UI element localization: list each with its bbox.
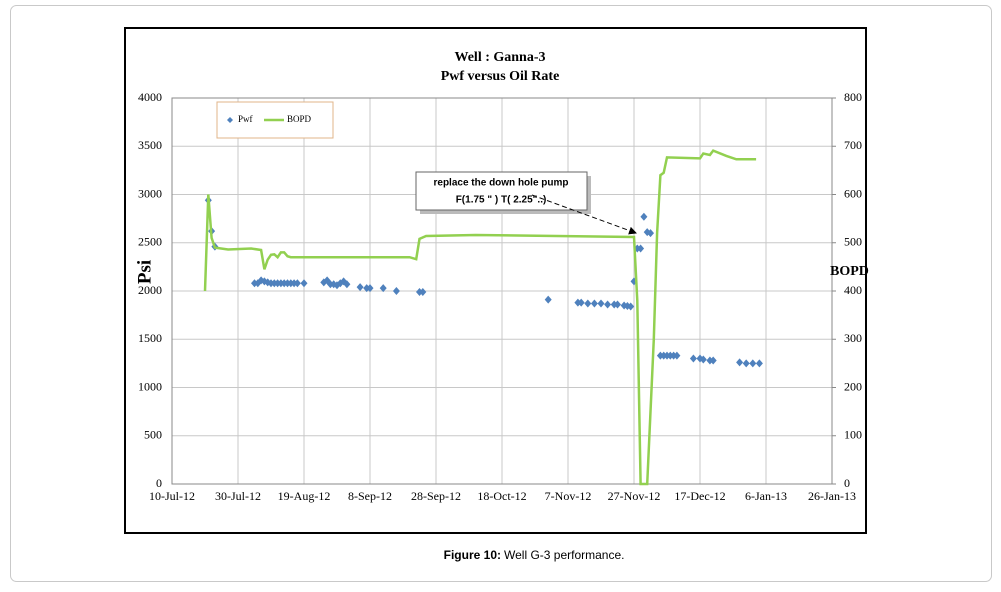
data-point: [699, 355, 707, 364]
data-point: [343, 280, 351, 289]
x-tick-label: 8-Sep-12: [348, 489, 392, 503]
data-point: [709, 356, 717, 365]
data-point: [366, 284, 374, 293]
data-point: [356, 283, 364, 292]
data-point: [640, 212, 648, 221]
data-point: [419, 287, 427, 296]
x-tick-label: 6-Jan-13: [745, 489, 787, 503]
data-point: [673, 351, 681, 360]
data-point: [755, 359, 763, 368]
y-tick-label: 4000: [138, 90, 162, 104]
y-axis-label: Psi: [134, 260, 155, 284]
x-tick-label: 18-Oct-12: [477, 489, 526, 503]
y2-tick-label: 300: [844, 331, 862, 345]
data-line: [203, 149, 757, 486]
x-tick-label: 26-Jan-13: [808, 489, 856, 503]
x-tick-label: 27-Nov-12: [608, 489, 661, 503]
legend-label: Pwf: [238, 114, 253, 124]
x-tick-label: 30-Jul-12: [215, 489, 261, 503]
data-point: [689, 354, 697, 363]
y2-tick-label: 400: [844, 283, 862, 297]
data-point: [544, 295, 552, 304]
data-point: [736, 358, 744, 367]
y2-tick-label: 100: [844, 428, 862, 442]
marks: [203, 149, 763, 486]
y-tick-label: 2000: [138, 283, 162, 297]
data-point: [577, 298, 585, 307]
y-tick-label: 0: [156, 476, 162, 490]
annotation-box: [415, 171, 588, 211]
x-tick-label: 17-Dec-12: [674, 489, 725, 503]
x-tick-label: 7-Nov-12: [545, 489, 592, 503]
x-tick-label: 28-Sep-12: [411, 489, 461, 503]
y2-tick-label: 600: [844, 186, 862, 200]
data-point: [293, 279, 301, 288]
x-tick-label: 10-Jul-12: [149, 489, 195, 503]
data-point: [604, 300, 612, 309]
x-tick-label: 19-Aug-12: [278, 489, 331, 503]
data-point: [742, 359, 750, 368]
data-point: [647, 229, 654, 238]
data-point: [392, 287, 400, 295]
y2-axis-label: BOPD: [830, 264, 869, 279]
data-point: [627, 302, 635, 311]
data-point: [590, 299, 598, 308]
data-point: [614, 300, 621, 309]
y2-tick-label: 0: [844, 476, 850, 490]
data-point: [597, 299, 605, 308]
annotation-arrow: [531, 194, 637, 235]
data-point: [637, 244, 645, 253]
y-tick-label: 3000: [138, 186, 162, 200]
data-point: [584, 299, 592, 308]
legend-marker: [227, 117, 233, 123]
data-point: [379, 284, 387, 293]
y2-tick-label: 700: [844, 138, 862, 152]
y-tick-label: 500: [144, 428, 162, 442]
caption-label: Figure 10:: [444, 548, 501, 562]
data-point: [749, 359, 757, 368]
annotation-text: replace the down hole pump: [433, 178, 568, 189]
y-tick-label: 1500: [138, 331, 162, 345]
y2-tick-label: 500: [844, 235, 862, 249]
annotation-text: F(1.75 " ) T( 2.25"..): [456, 195, 547, 206]
caption-text: Well G-3 performance.: [504, 548, 625, 562]
y-tick-label: 3500: [138, 138, 162, 152]
chart-subtitle: Pwf versus Oil Rate: [441, 69, 560, 84]
chart-title: Well : Ganna-3: [454, 50, 545, 65]
legend-label: BOPD: [287, 114, 312, 124]
y2-tick-label: 800: [844, 90, 862, 104]
y2-tick-label: 200: [844, 379, 862, 393]
y-tick-label: 2500: [138, 235, 162, 249]
data-point: [300, 279, 308, 288]
y-tick-label: 1000: [138, 379, 162, 393]
